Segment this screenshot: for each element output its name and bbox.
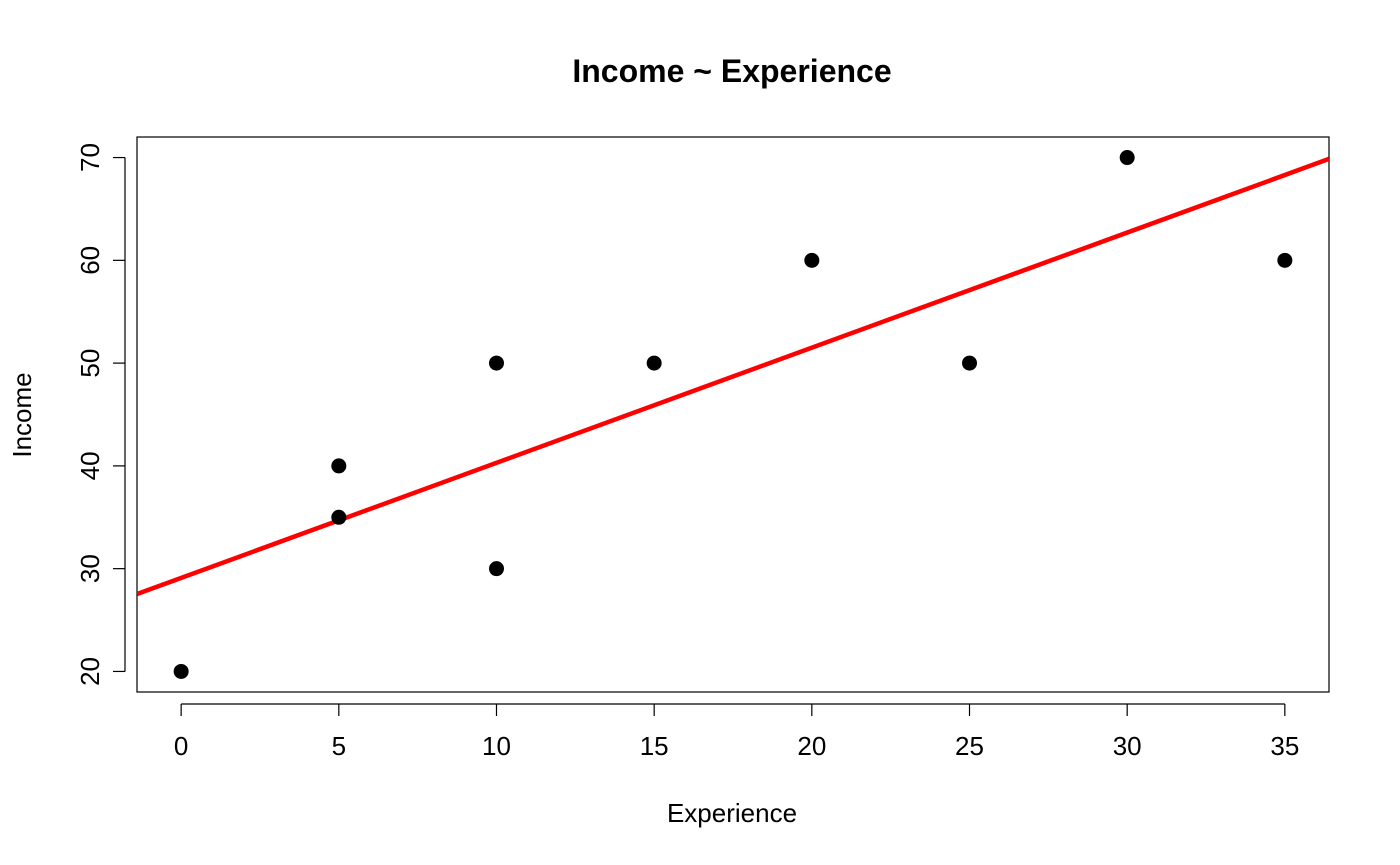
y-tick-label: 60 (75, 246, 105, 275)
y-axis-label: Income (7, 372, 37, 457)
chart-title: Income ~ Experience (572, 53, 891, 89)
plot-area (136, 136, 1330, 693)
data-point (488, 355, 504, 371)
data-point (962, 355, 978, 371)
plot-frame (136, 136, 1330, 693)
data-point (1119, 150, 1135, 166)
y-tick-label: 50 (75, 349, 105, 378)
data-point (646, 355, 662, 371)
data-point (331, 509, 347, 525)
x-tick-label: 25 (955, 731, 984, 761)
x-tick-label: 30 (1113, 731, 1142, 761)
x-axis: 0 5 10 15 20 25 30 35 (174, 703, 1299, 761)
x-tick-label: 5 (332, 731, 346, 761)
x-tick-label: 20 (797, 731, 826, 761)
data-point (1277, 252, 1293, 268)
x-tick-label: 15 (640, 731, 669, 761)
y-tick-label: 40 (75, 451, 105, 480)
y-axis: 20 30 40 50 60 70 (75, 143, 126, 686)
x-tick-label: 35 (1270, 731, 1299, 761)
y-tick-label: 30 (75, 554, 105, 583)
data-point (173, 663, 189, 679)
data-point (488, 561, 504, 577)
x-tick-label: 0 (174, 731, 188, 761)
x-axis-label: Experience (667, 798, 797, 828)
y-tick-label: 70 (75, 143, 105, 172)
y-tick-label: 20 (75, 657, 105, 686)
regression-line (137, 156, 1329, 597)
data-point (804, 252, 820, 268)
data-point (331, 458, 347, 474)
x-tick-label: 10 (482, 731, 511, 761)
